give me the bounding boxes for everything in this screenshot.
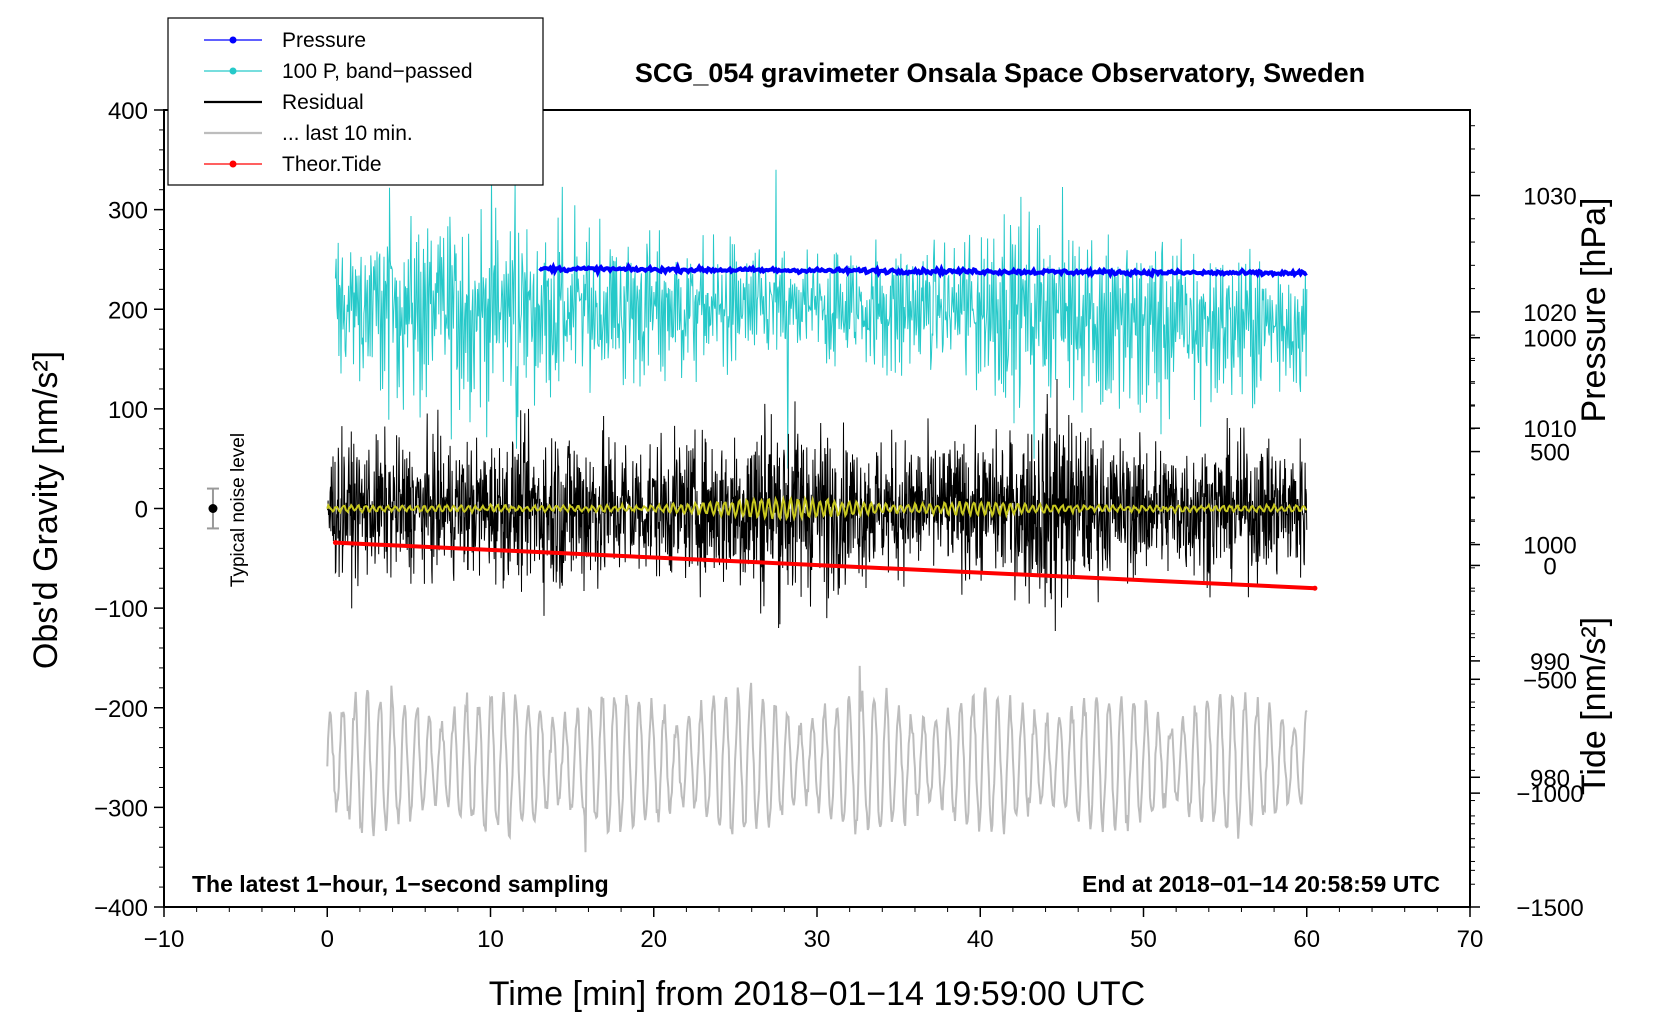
- pressure-tick-label: 1010: [1523, 416, 1576, 443]
- tide-tick-label: 0: [1543, 553, 1556, 580]
- x-tick-label: 10: [477, 926, 504, 953]
- y-tick-label: 300: [108, 198, 148, 225]
- y-tick-label: 100: [108, 397, 148, 424]
- chart-title: SCG_054 gravimeter Onsala Space Observat…: [635, 58, 1365, 88]
- legend-marker: [229, 160, 237, 168]
- y-axis-tide: 1000 500 0 −500 −1000 −1500: [1470, 326, 1584, 922]
- y-axis-label: Obs'd Gravity [nm/s²]: [27, 351, 65, 669]
- legend-label: ... last 10 min.: [282, 122, 413, 145]
- x-tick-label: −10: [144, 926, 185, 953]
- x-tick-label: 20: [640, 926, 667, 953]
- x-axis: −10 0 10 20 30 40 50 60 70: [144, 907, 1484, 953]
- x-tick-label: 70: [1457, 926, 1484, 953]
- noise-indicator: [206, 487, 219, 530]
- tide-tick-label: 500: [1530, 440, 1570, 467]
- tide-axis-label: Tide [nm/s²]: [1575, 617, 1613, 795]
- footer-left-label: The latest 1−hour, 1−second sampling: [192, 871, 609, 897]
- x-tick-label: 40: [967, 926, 994, 953]
- x-axis-label: Time [min] from 2018−01−14 19:59:00 UTC: [489, 975, 1145, 1013]
- pressure-tick-label: 990: [1530, 649, 1570, 676]
- y-tick-label: −300: [94, 795, 148, 822]
- series-line-bandpassed-pressure: [334, 169, 1308, 469]
- tide-tick-label: −1500: [1516, 895, 1583, 922]
- series-line-theoretical-tide: [335, 540, 1316, 591]
- footer-right-label: End at 2018−01−14 20:58:59 UTC: [1082, 871, 1440, 897]
- legend-label: Residual: [282, 91, 364, 114]
- pressure-axis-label: Pressure [hPa]: [1575, 198, 1613, 423]
- legend-items: Pressure 100 P, band−passed Residual ... la…: [204, 29, 473, 176]
- series-line-last-10-min: [326, 665, 1308, 853]
- pressure-tick-label: 1030: [1523, 184, 1576, 211]
- x-tick-label: 0: [321, 926, 334, 953]
- x-tick-label: 50: [1130, 926, 1157, 953]
- tide-tick-label: 1000: [1523, 326, 1576, 353]
- legend-marker: [229, 36, 237, 44]
- y-tick-label: 400: [108, 98, 148, 125]
- legend-marker: [229, 67, 237, 75]
- tide-end-point: [1312, 585, 1318, 591]
- pressure-tick-label: 1000: [1523, 533, 1576, 560]
- series-line-pressure: [538, 261, 1308, 280]
- legend-label: Pressure: [282, 29, 366, 52]
- y-tick-label: 200: [108, 297, 148, 324]
- legend-label: 100 P, band−passed: [282, 60, 473, 83]
- y-tick-label: −200: [94, 696, 148, 723]
- noise-point: [208, 504, 218, 513]
- series-line-residual-lowpass: [326, 495, 1308, 522]
- pressure-tick-label: 1020: [1523, 300, 1576, 327]
- legend-label: Theor.Tide: [282, 153, 382, 176]
- pressure-tick-label: 980: [1530, 765, 1570, 792]
- y-tick-label: −400: [94, 895, 148, 922]
- y-axis-pressure: 1030 1020 1010 1000 990 980: [1470, 125, 1577, 871]
- y-tick-label: −100: [94, 596, 148, 623]
- series-layer: [326, 169, 1318, 853]
- x-tick-label: 60: [1293, 926, 1320, 953]
- tide-tick-label: −500: [1523, 667, 1577, 694]
- tide-start-point: [332, 540, 338, 546]
- noise-label: Typical noise level: [228, 433, 249, 587]
- y-tick-label: 0: [135, 497, 148, 524]
- y-axis-gravity: 400 300 200 100 0 −100 −200 −300 −400: [94, 98, 164, 922]
- series-line-residual: [326, 378, 1308, 632]
- tide-tick-label: −1000: [1516, 781, 1583, 808]
- legend: Pressure 100 P, band−passed Residual ... la…: [167, 17, 544, 186]
- x-tick-label: 30: [804, 926, 831, 953]
